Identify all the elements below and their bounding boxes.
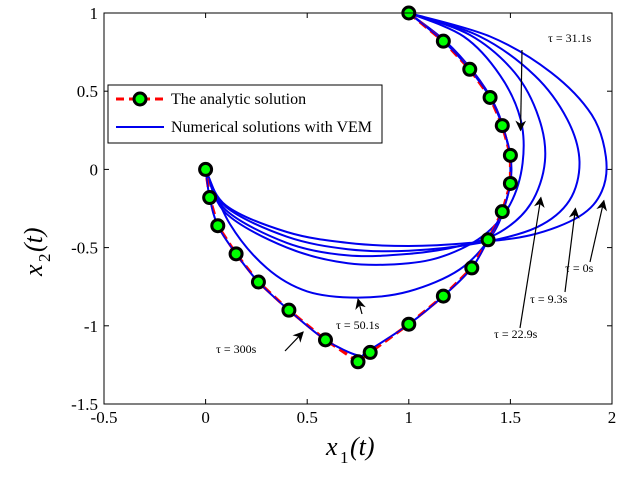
annotation-arrow [564,207,580,293]
analytic-marker [362,344,378,360]
y-axis-label-sub: 2 [35,254,54,263]
analytic-marker [250,274,266,290]
annotation-label: τ = 22.9s [494,327,538,341]
annotation-arrow [515,49,527,132]
y-axis-label-main: x [19,264,48,277]
plot-frame [103,12,613,405]
analytic-marker [350,354,366,370]
analytic-marker [482,89,498,105]
x-tick-label: 2 [608,408,617,427]
tick-marks [103,12,613,405]
numerical-curve-1 [204,12,581,253]
analytic-marker [462,61,478,77]
analytic-marker [494,118,510,134]
annotation-label: τ = 300s [216,342,257,356]
analytic-marker [317,332,333,348]
analytic-marker [202,190,218,206]
y-axis-label-arg: (t) [19,227,48,252]
annotation-label: τ = 9.3s [530,292,568,306]
annotation-label: τ = 50.1s [336,318,380,332]
annotation-arrow [284,331,304,352]
y-tick-label: -0.5 [71,239,98,258]
x-axis-label-sub: 1 [340,448,349,467]
x-tick-label: 1 [405,408,414,427]
annotations: τ = 31.1s τ = 0s τ = 9.3s τ = 22.9s τ = 50.1… [216,31,607,356]
analytic-marker [198,161,214,177]
analytic-marker [494,204,510,220]
numerical-curve-4 [204,12,512,299]
analytic-marker [401,316,417,332]
analytic-marker [480,232,496,248]
legend-entry-numerical: Numerical solutions with VEM [171,119,372,136]
x-axis-label: x 1 (t) [325,432,375,467]
x-tick-label: 1.5 [500,408,521,427]
analytic-marker [435,288,451,304]
annotation-label: τ = 0s [565,261,594,275]
y-tick-labels: -1.5 -1 -0.5 0 0.5 1 [71,4,98,414]
x-tick-label: 0 [201,408,210,427]
y-tick-label: -1.5 [71,395,98,414]
annotation-arrow [519,196,545,329]
x-axis-label-main: x [325,432,338,461]
legend-analytic-marker [132,91,148,107]
numerical-curve-2 [204,12,547,258]
x-tick-labels: -0.5 0 0.5 1 1.5 2 [91,408,617,427]
analytic-marker [210,218,226,234]
x-tick-label: 0.5 [297,408,318,427]
y-tick-label: 0 [90,160,99,179]
analytic-marker [281,302,297,318]
legend-entry-analytic: The analytic solution [171,91,306,108]
y-tick-label: -1 [84,317,98,336]
annotation-arrow [589,199,607,263]
analytic-markers [198,5,518,370]
legend-box [107,84,383,144]
x-axis-label-arg: (t) [350,432,375,461]
x-tick-label: -0.5 [91,408,118,427]
y-tick-label: 0.5 [77,82,98,101]
annotation-arrow [355,298,366,315]
analytic-marker [502,147,518,163]
annotation-label: τ = 31.1s [548,31,592,45]
analytic-marker [435,33,451,49]
analytic-marker [464,260,480,276]
y-tick-label: 1 [90,4,99,23]
numerical-curve-0 [204,12,608,248]
analytic-marker [228,246,244,262]
y-axis-label: x 2 (t) [19,227,54,277]
analytic-marker [502,175,518,191]
legend: The analytic solution Numerical solution… [107,84,383,144]
